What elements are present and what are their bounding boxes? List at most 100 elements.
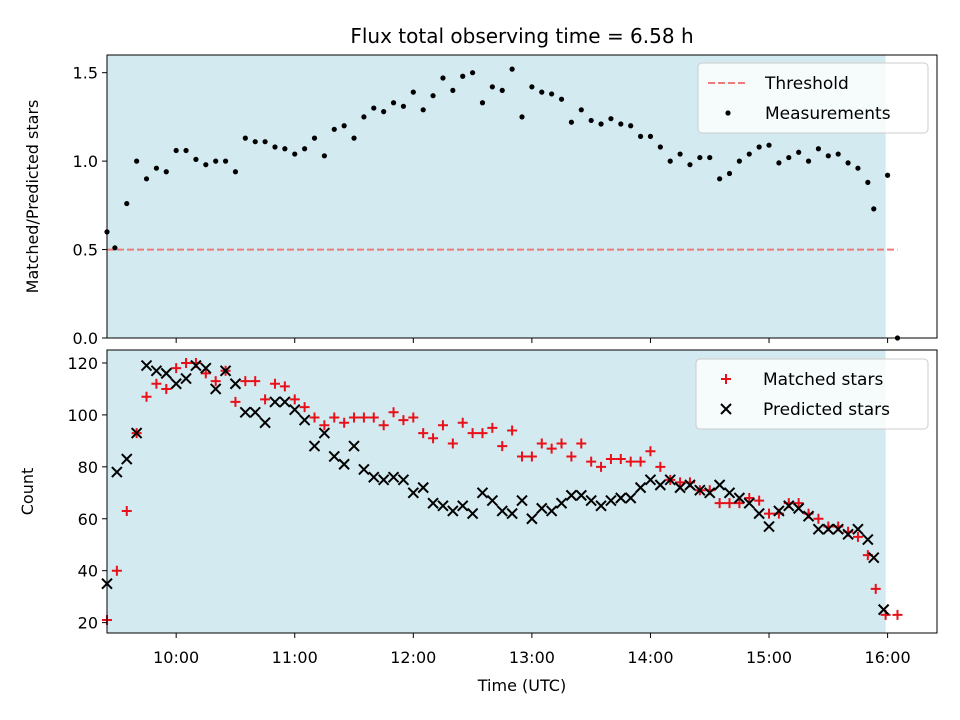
data-point xyxy=(400,103,407,109)
data-point xyxy=(667,158,673,164)
data-point xyxy=(460,73,466,79)
data-point xyxy=(239,406,252,419)
data-point xyxy=(754,495,765,506)
data-point xyxy=(134,158,140,164)
data-point xyxy=(605,494,617,507)
data-point xyxy=(457,500,469,512)
data-point xyxy=(371,105,377,111)
data-point xyxy=(734,498,745,509)
legend: Threshold Measurements xyxy=(697,62,929,134)
data-point xyxy=(272,144,278,150)
data-point xyxy=(637,133,644,139)
data-point xyxy=(410,89,416,95)
data-point xyxy=(328,450,340,463)
data-point xyxy=(477,428,488,439)
data-point xyxy=(736,158,742,164)
data-point xyxy=(714,498,725,509)
data-point xyxy=(674,481,686,494)
data-point xyxy=(210,376,221,387)
x-tick-label: 13:00 xyxy=(509,648,555,667)
data-point xyxy=(170,378,182,390)
data-point xyxy=(407,487,420,499)
data-point xyxy=(143,176,150,182)
data-point xyxy=(339,417,350,428)
data-point xyxy=(150,365,163,377)
data-point xyxy=(509,66,515,72)
y-tick-label: 0.5 xyxy=(73,241,98,260)
data-point xyxy=(615,454,626,465)
data-point xyxy=(588,117,594,124)
data-point xyxy=(677,151,683,157)
data-point xyxy=(193,156,199,162)
data-point xyxy=(536,438,547,449)
data-point xyxy=(181,357,192,368)
data-point xyxy=(440,75,446,81)
data-point xyxy=(578,107,584,113)
data-point xyxy=(180,372,192,385)
data-point xyxy=(516,494,528,507)
y-tick-label: 1.5 xyxy=(73,64,98,83)
data-point xyxy=(427,497,439,509)
data-point xyxy=(351,135,357,141)
data-point xyxy=(368,412,379,423)
data-point xyxy=(499,87,505,93)
data-point xyxy=(862,533,874,546)
data-point xyxy=(222,158,229,164)
data-point xyxy=(408,412,419,423)
y-tick-label: 20 xyxy=(78,614,98,633)
data-point xyxy=(299,402,310,413)
legend-entry: Matched stars xyxy=(763,370,883,390)
data-point xyxy=(704,487,716,499)
data-point xyxy=(486,494,499,507)
data-point xyxy=(311,135,318,141)
data-point xyxy=(289,394,300,405)
data-point xyxy=(576,438,587,449)
x-tick-label: 12:00 xyxy=(390,648,436,667)
data-point xyxy=(802,510,815,522)
data-point xyxy=(252,139,258,145)
data-point xyxy=(437,500,449,512)
data-point xyxy=(249,406,261,419)
data-point xyxy=(124,200,130,207)
data-point xyxy=(121,505,132,516)
data-point xyxy=(664,474,676,486)
data-point xyxy=(479,100,486,106)
data-point xyxy=(173,147,179,154)
data-point xyxy=(497,441,508,452)
data-point xyxy=(229,378,242,390)
data-point xyxy=(855,165,861,171)
data-point xyxy=(517,451,527,462)
legend-swatch xyxy=(720,403,732,415)
data-point xyxy=(884,172,891,178)
data-point xyxy=(319,420,330,431)
data-point xyxy=(219,365,232,377)
data-point xyxy=(190,359,202,372)
data-point xyxy=(813,513,824,524)
data-point xyxy=(487,422,498,433)
data-point xyxy=(717,176,723,182)
data-point xyxy=(469,70,476,76)
data-point xyxy=(776,160,782,166)
y-tick-label: 40 xyxy=(78,562,98,581)
data-point xyxy=(390,100,397,106)
y-tick-label: 80 xyxy=(78,458,98,477)
data-point xyxy=(618,121,624,127)
data-point xyxy=(418,428,429,439)
data-point xyxy=(420,107,426,113)
data-point xyxy=(657,144,663,150)
data-point xyxy=(526,513,538,525)
data-point xyxy=(713,479,726,491)
data-point xyxy=(539,89,545,95)
data-point xyxy=(358,463,370,476)
data-point xyxy=(112,245,118,251)
data-point xyxy=(428,433,439,444)
data-point xyxy=(555,497,568,509)
data-point xyxy=(868,551,880,564)
data-point xyxy=(575,489,587,502)
data-point xyxy=(358,412,369,423)
data-point xyxy=(183,147,189,154)
data-point xyxy=(586,456,597,467)
data-point xyxy=(260,394,271,405)
y-axis-label: Matched/Predicted stars xyxy=(23,100,42,294)
